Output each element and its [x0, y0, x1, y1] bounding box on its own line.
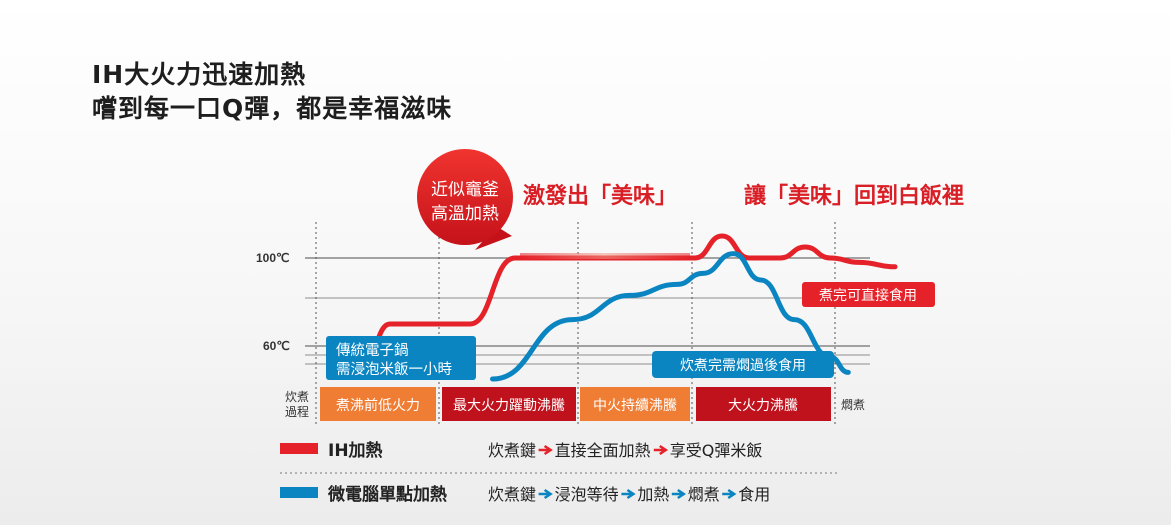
headline-line-1: IH大火力迅速加熱	[92, 60, 307, 89]
y-tick-60: 60℃	[263, 339, 290, 353]
arrow-right-icon	[621, 488, 636, 500]
legend-step: 享受Q彈米飯	[670, 441, 763, 460]
stage-label-1: 煮沸前低火力	[336, 397, 420, 414]
annotation-traditional: 傳統電子鍋 需浸泡米飯一小時	[326, 336, 476, 380]
series-micro-line	[490, 251, 851, 382]
stage-box-3	[580, 387, 690, 421]
legend-step: 直接全面加熱	[555, 441, 651, 460]
annotation-traditional-line-2: 需浸泡米飯一小時	[336, 361, 452, 378]
legend-name-ih: IH加熱	[328, 440, 383, 461]
legend-step: 浸泡等待	[555, 485, 619, 504]
stage-header-line-2: 過程	[285, 404, 309, 419]
annotation-micro-done: 炊煮完需燜過後食用	[652, 351, 834, 378]
legend: IH加熱 炊煮鍵 直接全面加熱 享受Q彈米飯 微電腦單點加熱 炊煮鍵 浸泡等待 加熱 燜煮…	[280, 440, 838, 505]
slogan-left: 激發出「美味」	[523, 183, 677, 209]
stage-label-2: 最大火力躍動沸騰	[453, 397, 565, 414]
legend-swatch-micro	[280, 487, 318, 498]
plateau-highlight	[520, 253, 690, 259]
arrow-right-icon	[722, 488, 737, 500]
legend-step: 燜煮	[688, 485, 720, 504]
slogan-right: 讓「美味」回到白飯裡	[744, 183, 964, 209]
stage-box-2	[442, 387, 576, 421]
stage-bar: 煮沸前低火力 最大火力躍動沸騰 中火持續沸騰 大火力沸騰	[320, 387, 831, 421]
stage-label-3: 中火持續沸騰	[593, 397, 677, 414]
stage-box-4	[696, 387, 831, 421]
legend-steps-ih: 炊煮鍵 直接全面加熱 享受Q彈米飯	[488, 441, 762, 460]
y-tick-100: 100℃	[256, 251, 290, 265]
legend-steps-micro: 炊煮鍵 浸泡等待 加熱 燜煮 食用	[488, 485, 770, 504]
callout-line-1: 近似竈釜	[431, 180, 499, 200]
callout-line-2: 高溫加熱	[431, 204, 499, 224]
legend-name-micro: 微電腦單點加熱	[327, 484, 447, 505]
annotation-traditional-line-1: 傳統電子鍋	[336, 342, 409, 359]
arrow-right-icon	[538, 488, 553, 500]
stage-after-label: 燜煮	[841, 398, 865, 412]
headline: IH大火力迅速加熱 嚐到每一口Q彈，都是幸福滋味	[92, 58, 452, 126]
legend-swatch-ih	[280, 443, 318, 454]
headline-line-2: 嚐到每一口Q彈，都是幸福滋味	[92, 94, 453, 123]
arrow-right-icon	[538, 444, 553, 456]
annotation-ih-done: 煮完可直接食用	[802, 282, 935, 307]
callout-bubble: 近似竈釜 高溫加熱	[417, 149, 513, 250]
legend-step: 加熱	[637, 485, 669, 504]
annotation-micro-done-text: 炊煮完需燜過後食用	[680, 357, 806, 374]
stage-label-4: 大火力沸騰	[728, 397, 798, 414]
arrow-right-icon	[671, 488, 687, 500]
arrow-right-icon	[653, 444, 669, 456]
stage-box-1	[320, 387, 436, 421]
legend-step: 炊煮鍵	[488, 441, 536, 460]
legend-step: 食用	[738, 485, 770, 504]
legend-step: 炊煮鍵	[488, 485, 536, 504]
stage-header-line-1: 炊煮	[285, 390, 309, 404]
series-ih-line	[362, 233, 898, 360]
annotation-ih-done-text: 煮完可直接食用	[819, 287, 917, 304]
